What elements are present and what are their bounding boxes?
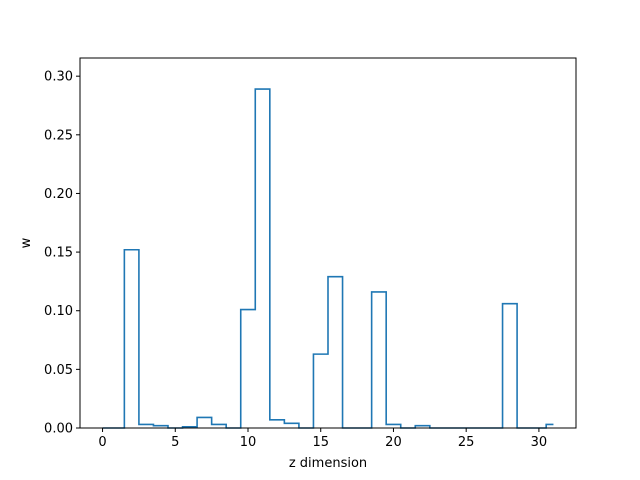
y-tick-label: 0.30 — [44, 70, 73, 85]
y-tick-label: 0.25 — [44, 128, 73, 143]
x-tick-label: 10 — [240, 435, 257, 450]
y-tick-label: 0.15 — [44, 246, 73, 261]
y-tick-label: 0.00 — [44, 422, 73, 437]
x-tick-label: 15 — [312, 435, 329, 450]
x-tick-label: 30 — [531, 435, 548, 450]
x-tick-label: 20 — [385, 435, 402, 450]
y-tick-label: 0.20 — [44, 187, 73, 202]
x-tick-label: 25 — [458, 435, 475, 450]
x-tick-label: 0 — [98, 435, 106, 450]
y-axis-label: w — [19, 237, 34, 248]
y-tick-label: 0.05 — [44, 363, 73, 378]
x-axis-label: z dimension — [289, 456, 367, 471]
x-tick-label: 5 — [171, 435, 179, 450]
y-tick-label: 0.10 — [44, 304, 73, 319]
axes-frame — [79, 57, 577, 429]
axis-ticks: 0 5 10 15 20 25 30 0.00 0.05 0.10 0.15 0.20 0.25 0.30 — [44, 70, 547, 450]
